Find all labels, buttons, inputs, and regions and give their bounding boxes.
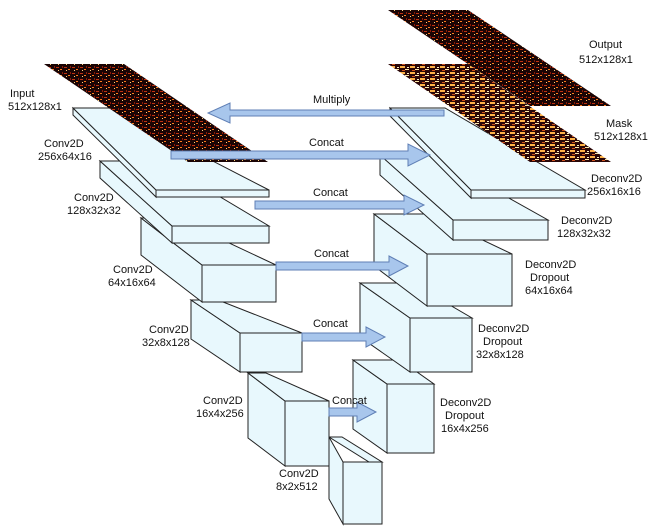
multiply-arrow bbox=[206, 102, 445, 124]
decoder-3-dropout: Dropout bbox=[530, 272, 569, 284]
encoder-1-type: Conv2D bbox=[44, 138, 84, 150]
decoder-4-dropout: Dropout bbox=[483, 336, 522, 348]
concat-label-3: Concat bbox=[314, 248, 349, 260]
output-dims-label: 512x128x1 bbox=[579, 54, 633, 66]
encoder-block-6 bbox=[327, 435, 384, 526]
concat-label-4: Concat bbox=[313, 318, 348, 330]
encoder-block-5 bbox=[246, 371, 330, 468]
decoder-3-type: Deconv2D bbox=[525, 259, 576, 271]
concat-label-5: Concat bbox=[332, 395, 367, 407]
concat-arrow-2 bbox=[254, 194, 426, 216]
encoder-1-dims: 256x64x16 bbox=[38, 151, 92, 163]
multiply-label: Multiply bbox=[313, 94, 351, 106]
concat-arrow-1 bbox=[170, 143, 432, 167]
mask-spectrogram bbox=[388, 64, 611, 162]
mask-dims-label: 512x128x1 bbox=[594, 131, 648, 143]
concat-arrow-4 bbox=[301, 326, 387, 348]
decoder-block-4 bbox=[358, 282, 474, 373]
decoder-1-dims: 256x16x16 bbox=[587, 186, 641, 198]
mask-label: Mask bbox=[606, 118, 633, 130]
encoder-4-type: Conv2D bbox=[149, 324, 189, 336]
decoder-block-3 bbox=[372, 212, 513, 308]
decoder-5-type: Deconv2D bbox=[440, 397, 491, 409]
encoder-6-dims: 8x2x512 bbox=[276, 481, 318, 493]
input-spectrogram bbox=[44, 64, 268, 162]
encoder-block-4 bbox=[189, 299, 303, 373]
encoder-2-type: Conv2D bbox=[74, 192, 114, 204]
concat-label-2: Concat bbox=[313, 187, 348, 199]
encoder-5-type: Conv2D bbox=[203, 395, 243, 407]
decoder-3-dims: 64x16x64 bbox=[525, 285, 573, 297]
concat-arrow-3 bbox=[275, 255, 410, 277]
decoder-5-dims: 16x4x256 bbox=[441, 423, 489, 435]
decoder-5-dropout: Dropout bbox=[445, 410, 484, 422]
decoder-1-type: Deconv2D bbox=[591, 173, 642, 185]
encoder-5-dims: 16x4x256 bbox=[196, 408, 244, 420]
encoder-3-type: Conv2D bbox=[113, 264, 153, 276]
encoder-4-dims: 32x8x128 bbox=[142, 337, 190, 349]
encoder-2-dims: 128x32x32 bbox=[67, 205, 121, 217]
decoder-2-dims: 128x32x32 bbox=[557, 228, 611, 240]
output-spectrogram bbox=[388, 10, 611, 106]
decoder-2-type: Deconv2D bbox=[561, 215, 612, 227]
decoder-4-type: Deconv2D bbox=[478, 323, 529, 335]
input-label: Input bbox=[10, 88, 34, 100]
concat-label-1: Concat bbox=[309, 137, 344, 149]
concat-arrow-5 bbox=[328, 401, 378, 423]
decoder-block-1 bbox=[388, 106, 587, 200]
input-dims-label: 512x128x1 bbox=[8, 101, 62, 113]
decoder-block-5 bbox=[351, 359, 436, 454]
encoder-6-type: Conv2D bbox=[279, 468, 319, 480]
decoder-4-dims: 32x8x128 bbox=[476, 349, 524, 361]
encoder-3-dims: 64x16x64 bbox=[108, 277, 156, 289]
output-label: Output bbox=[589, 39, 622, 51]
